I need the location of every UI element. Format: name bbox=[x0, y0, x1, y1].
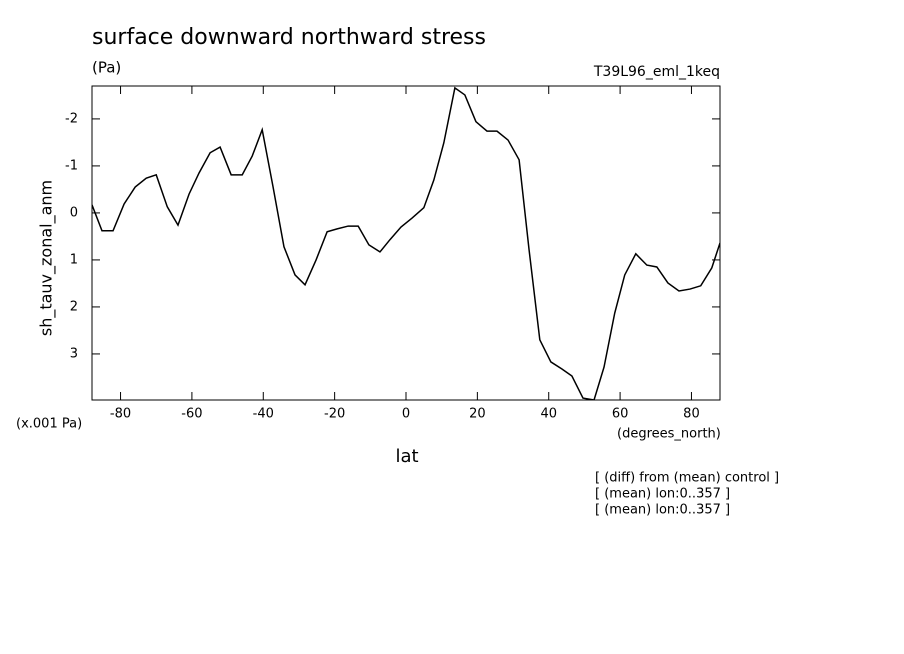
x-tick-label: -60 bbox=[181, 407, 202, 422]
x-tick-label: 20 bbox=[469, 407, 486, 422]
note: [ (mean) lon:0..357 ] bbox=[595, 503, 730, 518]
note: [ (diff) from (mean) control ] bbox=[595, 471, 779, 486]
y-tick-label: -1 bbox=[65, 158, 78, 173]
x-units: (degrees_north) bbox=[617, 427, 721, 442]
y-tick-label: 3 bbox=[70, 346, 78, 361]
x-tick-label: 0 bbox=[402, 407, 410, 422]
y-axis-label: sh_tauv_zonal_anm bbox=[37, 180, 57, 336]
chart-title: surface downward northward stress bbox=[92, 25, 486, 50]
x-tick-label: 40 bbox=[540, 407, 557, 422]
plot-frame bbox=[91, 85, 721, 401]
run-label: T39L96_eml_1keq bbox=[593, 64, 720, 80]
y-tick-label: 2 bbox=[70, 299, 78, 314]
y-tick-label: 0 bbox=[70, 205, 78, 220]
y-tick-label: -2 bbox=[65, 111, 78, 126]
x-tick-label: 80 bbox=[683, 407, 700, 422]
x-tick-label: -80 bbox=[110, 407, 131, 422]
y-tick-label: 1 bbox=[70, 252, 78, 267]
note: [ (mean) lon:0..357 ] bbox=[595, 487, 730, 502]
x-tick-label: -40 bbox=[253, 407, 274, 422]
y-units: (x.001 Pa) bbox=[16, 417, 82, 432]
x-tick-label: 60 bbox=[612, 407, 629, 422]
x-tick-label: -20 bbox=[324, 407, 345, 422]
data-line bbox=[92, 86, 720, 400]
x-axis-label: lat bbox=[395, 446, 418, 467]
units-subtitle: (Pa) bbox=[92, 59, 121, 77]
